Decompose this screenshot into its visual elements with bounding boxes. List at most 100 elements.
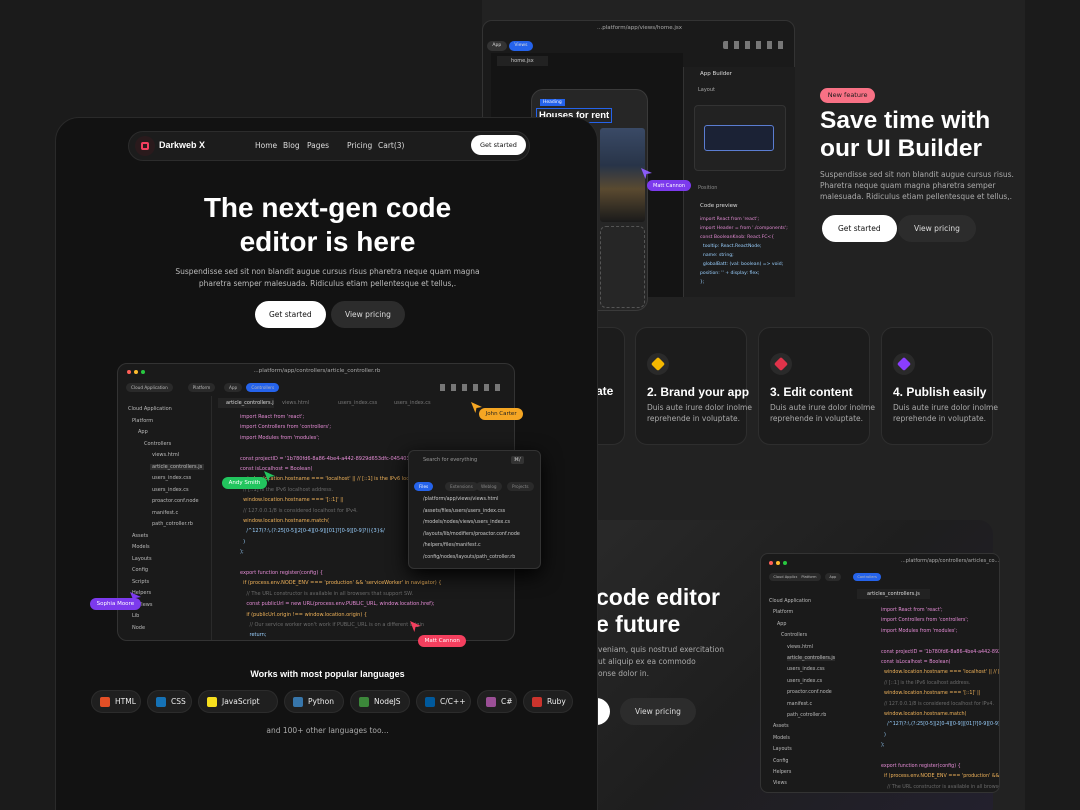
language-pill[interactable]: C# <box>477 690 517 713</box>
code-line: const isLocalhost = Boolean( <box>881 660 951 665</box>
tree-item[interactable]: Models <box>132 544 150 550</box>
window-dot <box>783 561 787 565</box>
code-line: ); <box>240 549 244 556</box>
crumb[interactable]: Controllers <box>246 383 280 393</box>
nav-link[interactable]: Blog <box>283 141 300 150</box>
cursor-label: Matt Cannon <box>647 180 692 191</box>
tree-item[interactable]: Assets <box>132 532 149 539</box>
toolbar-icons <box>440 384 506 391</box>
bottom-text: ut aliquip ex ea commodo <box>598 657 696 666</box>
code-line: ) <box>240 538 246 545</box>
tree-item[interactable]: Lib <box>132 613 140 619</box>
cursor-arrow <box>264 471 275 482</box>
tree-item[interactable]: Controllers <box>144 440 172 447</box>
language-pill[interactable]: HTML <box>91 690 141 713</box>
tree-item[interactable]: article_controllers.js <box>150 463 205 470</box>
file-tab[interactable]: articles_controllers.js <box>857 589 930 599</box>
code-line: }; <box>700 280 705 285</box>
feature-text: Suspendisse sed sit non blandit augue cu… <box>820 170 1014 179</box>
filter[interactable]: Projects <box>507 482 534 492</box>
nav-cta[interactable]: Get started <box>471 135 526 155</box>
filter[interactable]: Files <box>414 482 434 492</box>
button-secondary[interactable]: View pricing <box>620 698 696 725</box>
button-primary[interactable]: Get started <box>822 215 897 242</box>
crumb[interactable]: Platform <box>187 383 216 393</box>
step-icon <box>647 353 669 375</box>
house-image <box>600 128 645 222</box>
code-line: position: '' + display: flex; <box>700 271 760 276</box>
cursor-arrow <box>130 592 141 603</box>
tree-item[interactable]: users_index.cs <box>152 486 189 493</box>
crumb[interactable]: App <box>224 383 243 393</box>
code-line: import React from 'react'; <box>881 608 943 613</box>
language-pill[interactable]: CSS <box>147 690 192 713</box>
filter[interactable]: Extensions <box>445 482 478 492</box>
language-pill[interactable]: C/C++ <box>416 690 471 713</box>
file-tab[interactable]: users_index.css <box>330 398 386 408</box>
step-title: 2. Brand your app <box>647 385 750 399</box>
button-primary[interactable]: Get started <box>255 301 326 328</box>
nav-link[interactable]: Cart(3) <box>378 141 405 150</box>
language-icon <box>156 697 166 707</box>
builder-tab[interactable]: App <box>487 41 507 51</box>
file-tab[interactable]: home.jsx <box>497 56 548 66</box>
tree-item[interactable]: manifest.c <box>152 509 179 516</box>
code-line: ); <box>881 743 885 749</box>
builder-tab[interactable]: Views <box>509 41 533 51</box>
step-card: 4. Publish easily Duis aute irure dolor i… <box>881 327 998 445</box>
tree-item[interactable]: Config <box>132 567 149 573</box>
search-result[interactable]: /assets/files/users/users_index.css <box>423 508 506 514</box>
language-pill[interactable]: Python <box>284 690 344 713</box>
tree-item[interactable]: Views <box>138 601 153 608</box>
language-name: JavaScript <box>222 697 260 706</box>
language-icon <box>293 697 303 707</box>
feature-text: Pharetra neque quam magna pharetra sempe… <box>820 181 996 190</box>
tree-item[interactable]: Helpers <box>132 590 152 596</box>
tree-item[interactable]: Layouts <box>132 555 152 562</box>
tree-item[interactable]: Scripts <box>132 578 150 585</box>
search-result[interactable]: /models/nodes/views/users_index.cs <box>423 520 511 526</box>
button-secondary[interactable]: View pricing <box>898 215 976 242</box>
tree-item[interactable]: users_index.css <box>152 475 192 481</box>
step-text: reprehende in voluptate. <box>893 414 987 423</box>
button-secondary[interactable]: View pricing <box>331 301 405 328</box>
tree-item[interactable]: path_cotroller.rb <box>152 521 193 527</box>
toolbar-icons <box>723 41 785 49</box>
search-result[interactable]: /layouts/lib/modifiers/proactor.conf.nod… <box>423 531 520 537</box>
tree-item: App <box>777 621 787 627</box>
nav-link[interactable]: Pricing <box>347 141 373 150</box>
tree-item[interactable]: App <box>138 429 148 435</box>
filter[interactable]: Weblog <box>476 482 502 492</box>
builder-panel: App Builder Layout Position Code preview imp… <box>683 67 795 297</box>
tree-item[interactable]: views.html <box>152 452 180 458</box>
layout-label: Layout <box>698 87 715 93</box>
search-result[interactable]: /config/nodes/layouts/path_cotroller.rb <box>423 555 516 560</box>
step-icon-glyph <box>773 356 789 372</box>
tree-item[interactable]: Cloud Application <box>128 406 172 412</box>
tree-item[interactable]: proactor.conf.node <box>152 498 199 504</box>
language-pill[interactable]: NodeJS <box>350 690 410 713</box>
tree-item[interactable]: Node <box>132 624 146 631</box>
code-line: name: string; <box>700 253 734 258</box>
file-tab[interactable]: users_index.cs <box>386 398 439 408</box>
language-pill[interactable]: Ruby <box>523 690 573 713</box>
window-path: ...platform/app/views/home.jsx <box>596 25 683 31</box>
tree-item: Cloud Application <box>769 599 812 604</box>
language-pill[interactable]: JavaScript <box>198 690 278 713</box>
search-input: Search for everything <box>423 457 478 463</box>
tree-item[interactable]: Platform <box>132 417 154 424</box>
language-name: Python <box>308 697 334 706</box>
code-line: export function register(config) { <box>240 570 324 576</box>
tree-item: views.html <box>787 644 813 650</box>
file-tab[interactable]: article_controllers.js <box>218 398 285 408</box>
code-line: // The URL constructor is available in a… <box>887 784 999 790</box>
file-tab[interactable]: views.html <box>274 398 318 408</box>
step-icon <box>893 353 915 375</box>
search-result[interactable]: /platform/app/views/views.html <box>423 497 499 502</box>
code-line: // Our service worker won't work if PUBL… <box>240 622 425 628</box>
crumb[interactable]: Cloud Application <box>126 383 173 393</box>
nav-link[interactable]: Home <box>255 141 278 150</box>
nav-link[interactable]: Pages <box>307 141 330 150</box>
search-result[interactable]: /helpers/files/manifest.c <box>423 543 481 549</box>
code-line: window.location.hostname.match( <box>240 518 330 524</box>
